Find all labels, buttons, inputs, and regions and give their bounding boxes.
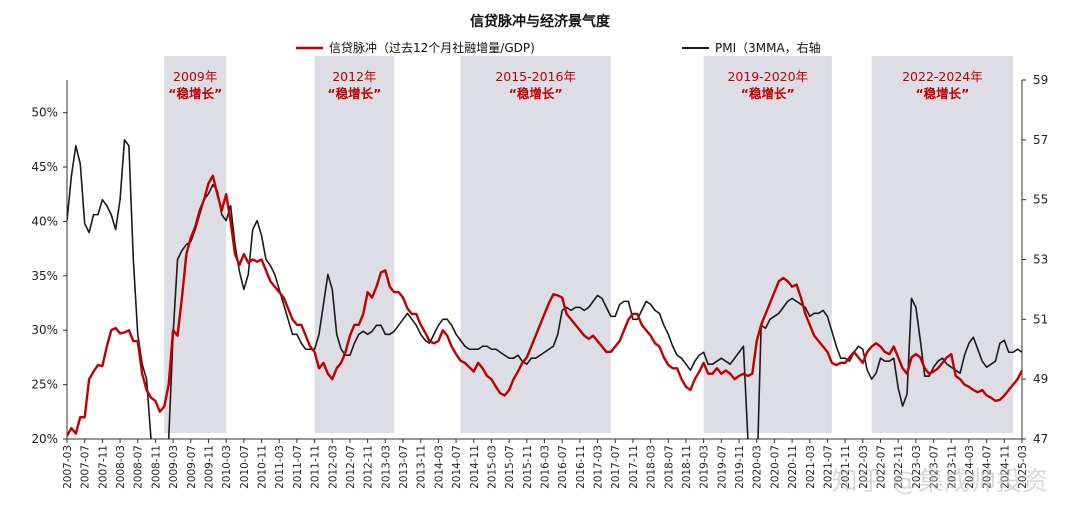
right-tick-6: 59 [1033, 73, 1048, 87]
legend-credit-label: 信贷脉冲（过去12个月社融增量/GDP) [329, 40, 535, 55]
x-tick-22: 2014-07 [451, 445, 463, 489]
x-tick-53: 2024-11 [999, 445, 1011, 489]
x-tick-37: 2019-07 [716, 445, 728, 489]
x-axis-ticks: 2007-03 2007-07 2007-11 2008-03 2008-07 2008-… [62, 439, 1029, 489]
x-tick-42: 2021-03 [805, 445, 817, 489]
left-axis-ticks: 20% 25% 30% 35% 40% 45% 50% [31, 106, 67, 446]
x-tick-15: 2012-03 [327, 445, 339, 489]
x-tick-26: 2015-11 [522, 445, 534, 489]
x-tick-6: 2009-03 [168, 445, 180, 489]
x-tick-38: 2019-11 [734, 445, 746, 489]
right-tick-5: 57 [1033, 133, 1048, 147]
x-tick-5: 2008-11 [150, 445, 162, 489]
band-1-year-label: 2012年 [332, 69, 376, 84]
x-tick-32: 2017-11 [628, 445, 640, 489]
x-tick-52: 2024-07 [982, 445, 994, 489]
left-tick-4: 40% [31, 214, 58, 228]
pmi-line [67, 139, 1022, 439]
band-0-sub-label: “稳增长” [168, 86, 222, 101]
x-tick-36: 2019-03 [699, 445, 711, 489]
x-tick-44: 2021-11 [840, 445, 852, 489]
right-tick-3: 53 [1033, 253, 1048, 267]
band-3-year-label: 2019-2020年 [727, 69, 808, 84]
x-tick-34: 2018-07 [663, 445, 675, 489]
series-lines [67, 139, 1022, 439]
x-tick-7: 2009-07 [186, 445, 198, 489]
x-tick-48: 2023-03 [911, 445, 923, 489]
x-tick-41: 2020-11 [787, 445, 799, 489]
x-tick-51: 2024-03 [964, 445, 976, 489]
x-tick-14: 2011-11 [310, 445, 322, 489]
x-tick-3: 2008-03 [115, 445, 127, 489]
x-tick-43: 2021-07 [822, 445, 834, 489]
x-tick-10: 2010-07 [239, 445, 251, 489]
x-tick-47: 2022-11 [893, 445, 905, 489]
x-tick-19: 2013-07 [398, 445, 410, 489]
x-tick-17: 2012-11 [363, 445, 375, 489]
x-tick-8: 2009-11 [203, 445, 215, 489]
left-tick-3: 35% [31, 269, 58, 283]
right-axis-ticks: 47 49 51 53 55 57 59 [1022, 73, 1048, 446]
x-tick-49: 2023-07 [929, 445, 941, 489]
x-tick-2: 2007-11 [97, 445, 109, 489]
right-tick-2: 51 [1033, 312, 1048, 326]
band-3-sub-label: “稳增长” [741, 86, 795, 101]
legend-pmi-label: PMI（3MMA，右轴 [715, 40, 821, 55]
x-tick-39: 2020-03 [752, 445, 764, 489]
band-1 [314, 56, 395, 433]
x-tick-35: 2018-11 [681, 445, 693, 489]
legend: 信贷脉冲（过去12个月社融增量/GDP) PMI（3MMA，右轴 [296, 40, 821, 55]
x-tick-12: 2011-03 [274, 445, 286, 489]
x-tick-24: 2015-03 [486, 445, 498, 489]
x-tick-33: 2018-03 [646, 445, 658, 489]
band-0 [164, 56, 227, 433]
band-1-sub-label: “稳增长” [327, 86, 381, 101]
stimulus-bands: 2009年 “稳增长” 2012年 “稳增长” 2015-2016年 “稳增长” 2019-… [164, 56, 1014, 433]
x-tick-25: 2015-07 [504, 445, 516, 489]
x-tick-28: 2016-07 [557, 445, 569, 489]
band-4-year-label: 2022-2024年 [902, 69, 983, 84]
x-tick-16: 2012-07 [345, 445, 357, 489]
chart-title: 信贷脉冲与经济景气度 [470, 13, 611, 30]
band-2-year-label: 2015-2016年 [495, 69, 576, 84]
band-0-year-label: 2009年 [173, 69, 217, 84]
right-tick-1: 49 [1033, 372, 1048, 386]
x-tick-4: 2008-07 [133, 445, 145, 489]
x-tick-40: 2020-07 [769, 445, 781, 489]
band-3 [703, 56, 832, 433]
x-tick-27: 2016-03 [540, 445, 552, 489]
band-4 [871, 56, 1014, 433]
x-tick-50: 2023-11 [946, 445, 958, 489]
x-tick-21: 2014-03 [433, 445, 445, 489]
x-tick-45: 2022-03 [858, 445, 870, 489]
x-tick-20: 2013-11 [416, 445, 428, 489]
x-tick-54: 2025-03 [1017, 445, 1029, 489]
right-tick-4: 55 [1033, 193, 1048, 207]
band-2 [460, 56, 611, 433]
left-tick-5: 45% [31, 160, 58, 174]
x-tick-18: 2013-03 [380, 445, 392, 489]
watermark: 知乎 @集成帅投资 [832, 467, 1048, 497]
credit-impulse-line [67, 174, 1022, 437]
x-tick-0: 2007-03 [62, 445, 74, 489]
x-tick-46: 2022-07 [876, 445, 888, 489]
x-tick-23: 2014-11 [469, 445, 481, 489]
x-tick-9: 2010-03 [221, 445, 233, 489]
x-tick-13: 2011-07 [292, 445, 304, 489]
x-tick-11: 2010-11 [257, 445, 269, 489]
left-tick-2: 30% [31, 323, 58, 337]
band-4-sub-label: “稳增长” [915, 86, 969, 101]
x-tick-29: 2016-11 [575, 445, 587, 489]
left-tick-0: 20% [31, 432, 58, 446]
band-2-sub-label: “稳增长” [509, 86, 563, 101]
x-tick-31: 2017-07 [610, 445, 622, 489]
x-tick-1: 2007-07 [80, 445, 92, 489]
x-tick-30: 2017-03 [593, 445, 605, 489]
left-tick-1: 25% [31, 378, 58, 392]
right-tick-0: 47 [1033, 432, 1048, 446]
left-tick-6: 50% [31, 106, 58, 120]
